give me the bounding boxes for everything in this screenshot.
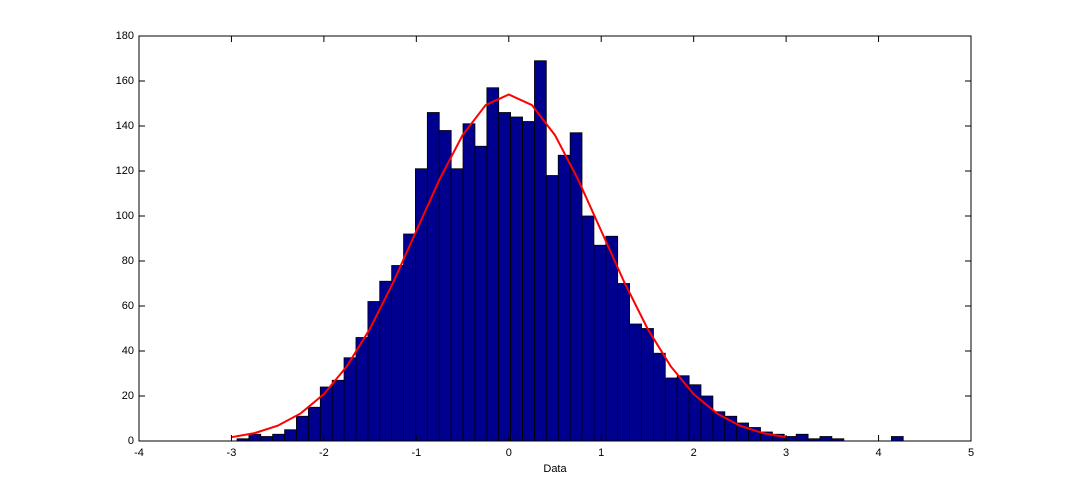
y-tick-label: 0 (128, 435, 134, 447)
y-tick-label: 140 (116, 120, 134, 132)
bar (331, 379, 345, 442)
y-tick-label: 80 (122, 255, 134, 267)
x-axis-label: Data (543, 463, 567, 475)
bar (343, 357, 357, 442)
bar (450, 168, 464, 442)
bar (891, 436, 904, 442)
fit-curve (231, 93, 787, 439)
bar (391, 265, 404, 442)
y-tick-label: 40 (122, 345, 134, 357)
bar (545, 175, 559, 442)
bar (510, 116, 523, 442)
bar (581, 215, 595, 442)
x-tick-label: 4 (875, 447, 881, 459)
bar (498, 112, 512, 442)
y-tick-label: 120 (116, 165, 134, 177)
bar (617, 283, 631, 442)
bar (629, 323, 642, 442)
bar (474, 145, 488, 442)
bar (653, 352, 666, 442)
y-tick-label: 100 (116, 210, 134, 222)
plot-frame (138, 35, 972, 442)
bar (569, 132, 583, 442)
x-tick-label: 1 (598, 447, 604, 459)
bar (593, 244, 607, 442)
bar (522, 121, 535, 442)
bar (486, 87, 500, 442)
bar (557, 154, 571, 442)
bar (403, 233, 416, 442)
bar (462, 123, 476, 442)
x-tick-label: -3 (227, 447, 237, 459)
bar (664, 377, 678, 442)
x-tick-label: -2 (319, 447, 329, 459)
bar (296, 415, 309, 442)
bar (605, 235, 619, 442)
bar (819, 436, 833, 442)
x-tick-label: 0 (506, 447, 512, 459)
bar (248, 433, 262, 442)
y-tick-label: 180 (116, 30, 134, 42)
bar (307, 406, 321, 442)
x-tick-label: 3 (783, 447, 789, 459)
bar (795, 433, 809, 442)
bar (355, 337, 369, 442)
x-tick-label: 2 (691, 447, 697, 459)
bar (284, 429, 297, 442)
x-tick-label: 5 (968, 447, 974, 459)
bar (272, 433, 285, 442)
y-tick-label: 20 (122, 390, 134, 402)
bar (426, 112, 440, 442)
bar (260, 436, 274, 442)
x-tick-label: -1 (411, 447, 421, 459)
x-tick-label: -4 (134, 447, 144, 459)
bar (641, 328, 654, 442)
y-tick-label: 60 (122, 300, 134, 312)
y-tick-label: 160 (116, 75, 134, 87)
bar (688, 384, 702, 442)
